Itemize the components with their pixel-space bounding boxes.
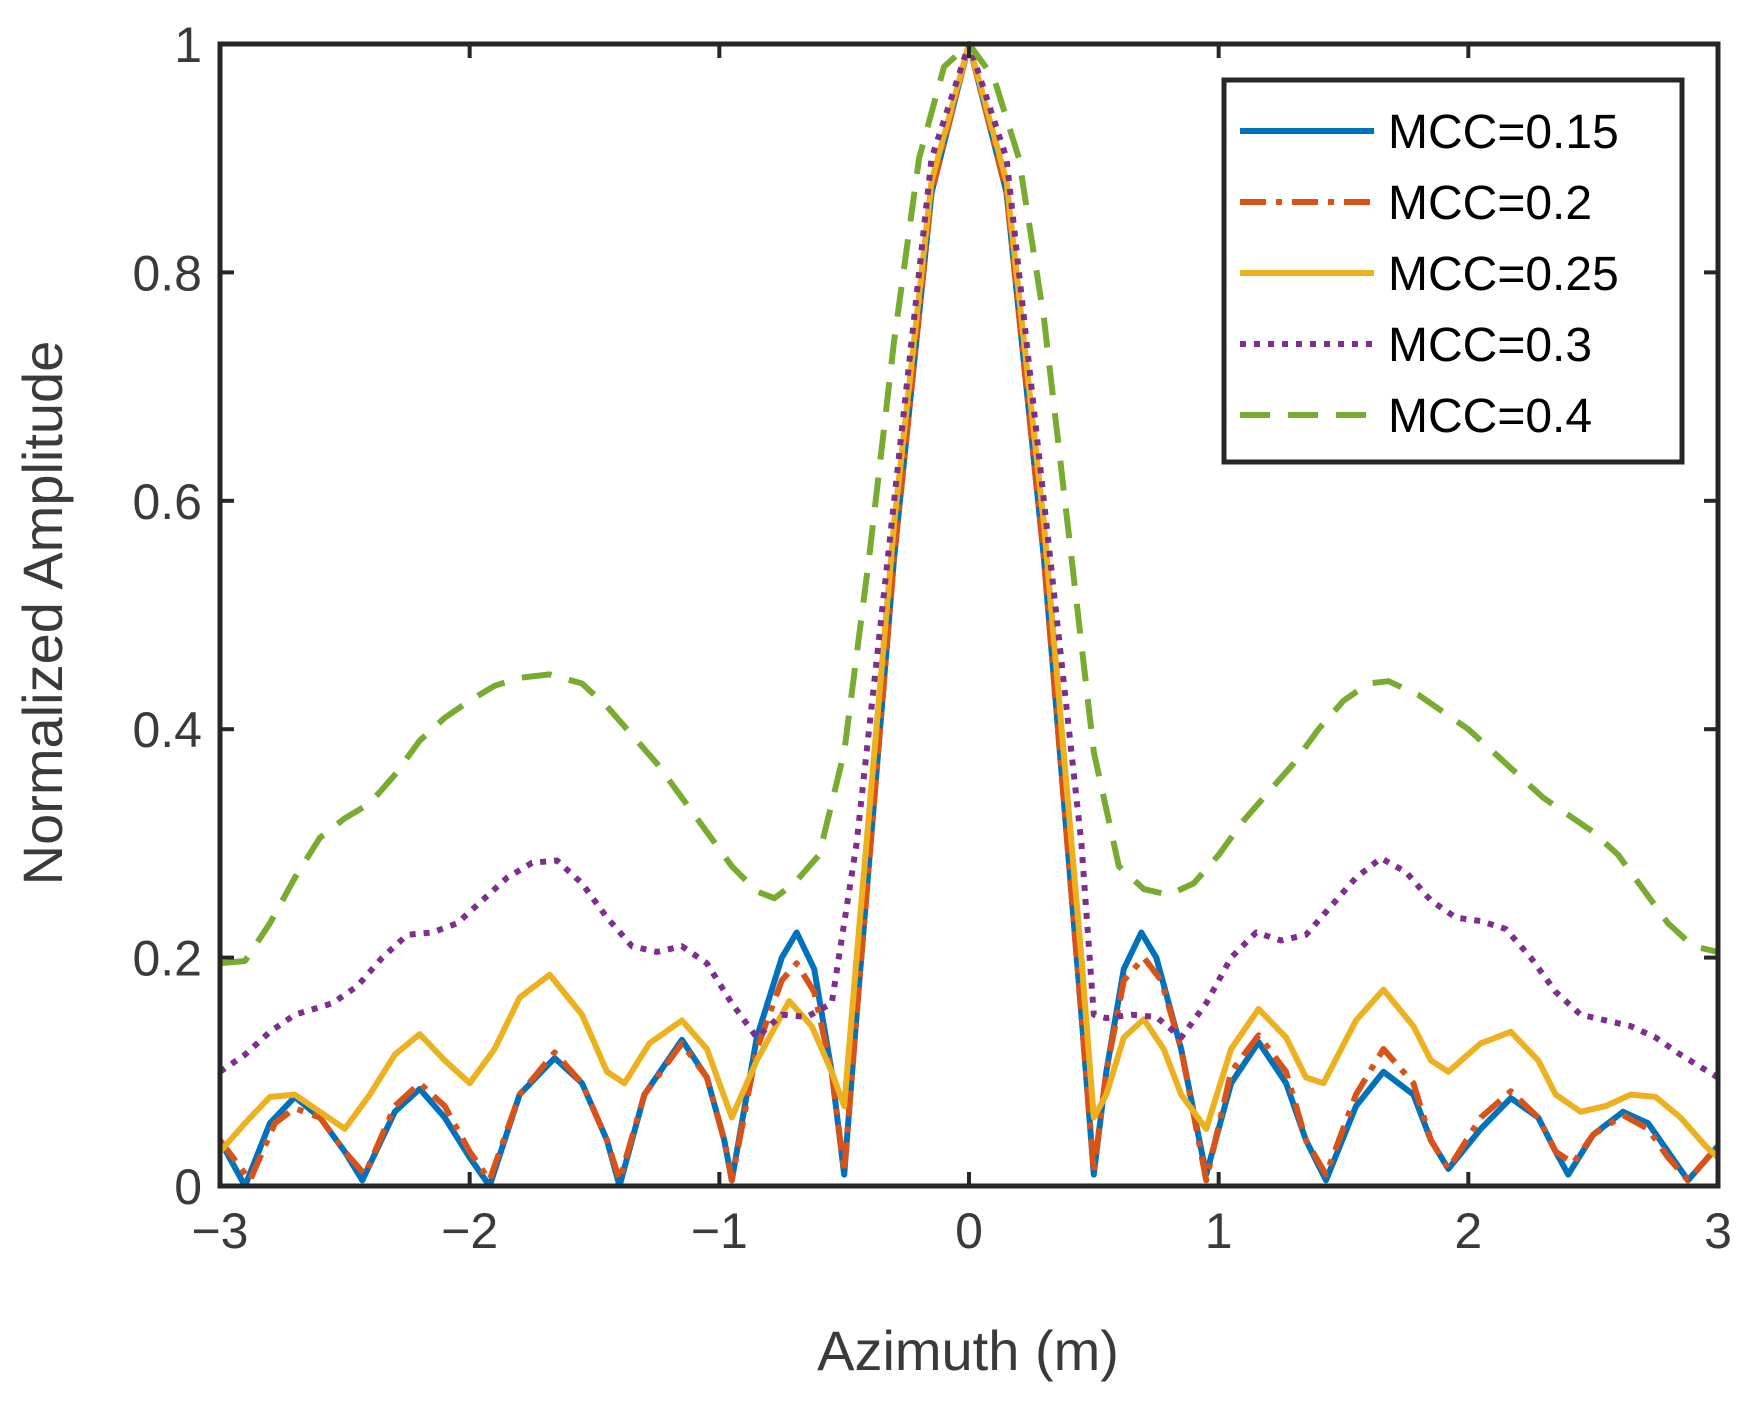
y-tick-label: 0.8 [132, 245, 202, 301]
x-tick-label: 3 [1704, 1203, 1732, 1259]
x-tick-label: −1 [691, 1203, 748, 1259]
y-tick-label: 1 [174, 17, 202, 73]
x-tick-label: 0 [955, 1203, 983, 1259]
legend-label: MCC=0.4 [1388, 390, 1592, 443]
x-tick-label: −3 [191, 1203, 248, 1259]
axes: −3 −2 −1 0 1 2 3 0 0.2 0.4 0.6 0.8 1 [132, 17, 1731, 1259]
legend-label: MCC=0.3 [1388, 319, 1592, 372]
y-tick-label: 0.6 [132, 474, 202, 530]
legend-label: MCC=0.15 [1388, 106, 1619, 159]
legend-label: MCC=0.2 [1388, 177, 1592, 230]
y-axis-title: Normalized Amplitude [11, 341, 74, 886]
legend: MCC=0.15 MCC=0.2 MCC=0.25 MCC=0.3 MCC=0.4 [1221, 77, 1685, 465]
x-tick-label: −2 [441, 1203, 498, 1259]
legend-label: MCC=0.25 [1388, 248, 1619, 301]
x-tick-label: 1 [1205, 1203, 1233, 1259]
x-tick-label: 2 [1454, 1203, 1482, 1259]
y-tick-label: 0.4 [132, 702, 202, 758]
y-tick-label: 0 [174, 1159, 202, 1215]
y-tick-label: 0.2 [132, 931, 202, 987]
x-axis-title: Azimuth (m) [817, 1319, 1119, 1382]
